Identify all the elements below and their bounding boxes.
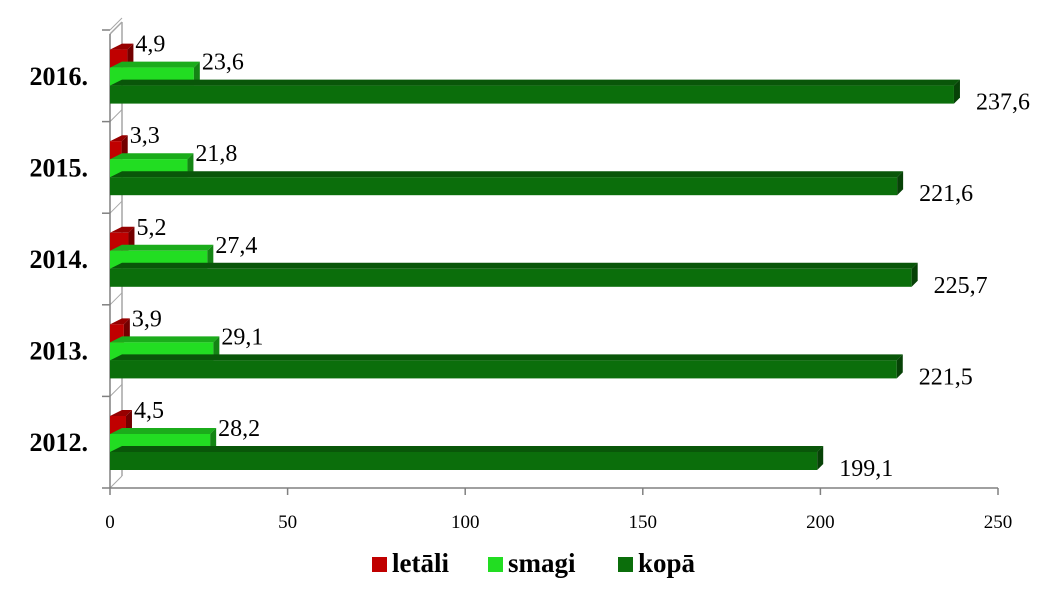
data-label: 225,7 [934, 273, 988, 299]
bar-kopā [110, 360, 897, 379]
legend-label: smagi [508, 548, 576, 578]
legend-swatch-letāli [372, 557, 387, 572]
floor-edge [109, 384, 123, 397]
bar-kopā [110, 177, 898, 196]
x-tick-label: 150 [629, 512, 658, 533]
floor-edge [109, 109, 123, 122]
data-label: 21,8 [195, 141, 237, 167]
data-label: 237,6 [976, 90, 1030, 116]
bar-top-kopā [110, 446, 824, 452]
data-label: 4,5 [134, 398, 164, 424]
data-label: 221,5 [919, 364, 973, 390]
frame-top-edge [109, 21, 123, 35]
data-label: 3,3 [130, 123, 160, 149]
floor-edge [109, 292, 123, 306]
bar-top-letāli [110, 135, 128, 142]
category-label: 2013. [30, 337, 89, 366]
bar-top-smagi [110, 428, 217, 434]
bar-end-kopā [911, 262, 918, 287]
floor-edge [109, 200, 123, 214]
bar-top-smagi [110, 244, 214, 251]
bar-end-kopā [897, 171, 904, 196]
bar-top-smagi [110, 153, 194, 160]
data-label: 29,1 [221, 324, 263, 350]
data-label: 4,9 [135, 32, 165, 58]
floor-edge [109, 475, 123, 489]
bar-top-kopā [110, 262, 918, 269]
category-label: 2014. [30, 245, 89, 274]
category-label: 2016. [30, 62, 89, 91]
bar-top-kopā [110, 171, 904, 178]
bar-top-letāli [110, 318, 130, 325]
floor-edge [109, 17, 123, 31]
bar-top-smagi [110, 61, 200, 68]
bar-letāli [110, 141, 122, 160]
x-tick-label: 0 [105, 512, 115, 533]
legend-label: letāli [392, 548, 449, 578]
data-label: 199,1 [839, 456, 893, 482]
category-label: 2012. [30, 428, 89, 457]
bar-top-letāli [110, 226, 135, 233]
legend-swatch-kopā [618, 557, 633, 572]
bar-top-letāli [110, 410, 132, 416]
x-tick-label: 200 [806, 512, 835, 533]
x-tick-label: 250 [984, 512, 1013, 533]
bar-kopā [110, 452, 818, 470]
x-tick-label: 100 [451, 512, 480, 533]
bar-end-kopā [896, 354, 903, 379]
legend-label: kopā [638, 548, 696, 578]
bar-end-kopā [953, 79, 960, 104]
data-label: 23,6 [202, 50, 244, 76]
legend-swatch-smagi [488, 557, 503, 572]
bar-top-kopā [110, 354, 903, 361]
bar-end-kopā [817, 446, 824, 470]
x-tick-label: 50 [278, 512, 297, 533]
bar-top-letāli [110, 43, 134, 50]
bar-kopā [110, 85, 954, 104]
bar-kopā [110, 268, 912, 287]
data-label: 28,2 [218, 416, 260, 442]
category-label: 2015. [30, 153, 89, 182]
bar-top-smagi [110, 336, 220, 343]
data-label: 3,9 [132, 306, 162, 332]
data-label: 221,6 [919, 181, 973, 207]
bar-top-kopā [110, 79, 960, 86]
data-label: 5,2 [136, 215, 166, 241]
data-label: 27,4 [215, 233, 257, 259]
